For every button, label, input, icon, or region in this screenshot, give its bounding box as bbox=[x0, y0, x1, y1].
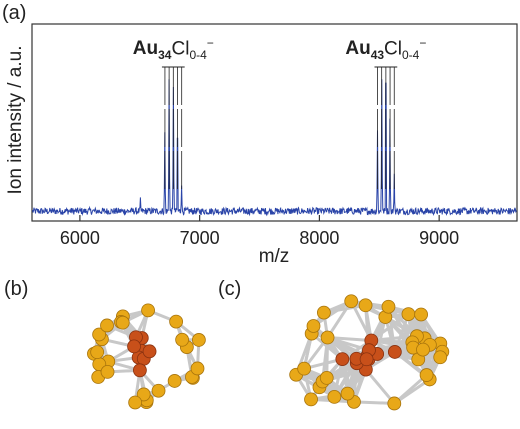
x-tick-label: 6000 bbox=[60, 228, 100, 248]
bond bbox=[332, 368, 368, 399]
x-axis-label: m/z bbox=[259, 246, 290, 267]
core-atom bbox=[359, 352, 374, 367]
bond bbox=[364, 368, 396, 405]
gold-atom bbox=[151, 383, 166, 398]
gold-atom bbox=[100, 318, 114, 333]
gold-atom bbox=[381, 299, 396, 314]
gold-atom bbox=[419, 368, 434, 382]
y-axis-label: Ion intensity / a.u. bbox=[5, 46, 26, 195]
bond bbox=[392, 377, 432, 405]
gold-atom bbox=[358, 298, 373, 313]
mass-spectrum-chart: 6000 7000 8000 9000 m/z Ion intensity / a.u… bbox=[5, 23, 518, 267]
gold-atom bbox=[416, 342, 430, 357]
gold-atom bbox=[319, 370, 334, 385]
cluster-atoms bbox=[87, 303, 206, 410]
gold-atom bbox=[414, 307, 428, 322]
bond bbox=[369, 312, 410, 342]
cluster-annotation: Au34Cl0-4− bbox=[132, 36, 214, 63]
gold-atom bbox=[433, 350, 448, 365]
core-atom bbox=[387, 345, 402, 359]
core-atom bbox=[132, 363, 147, 378]
x-axis-tick-labels: 6000 7000 8000 9000 bbox=[60, 228, 459, 248]
bond bbox=[322, 303, 368, 315]
gold-atom bbox=[340, 386, 355, 401]
gold-atom bbox=[115, 315, 130, 330]
gold-atom bbox=[304, 392, 318, 407]
gold-atom bbox=[169, 314, 184, 329]
plot-frame bbox=[31, 23, 518, 222]
gold-atom bbox=[167, 374, 182, 388]
au34-cluster-structure bbox=[87, 303, 206, 410]
spectrum-trace bbox=[32, 79, 517, 217]
core-atom bbox=[142, 344, 157, 359]
gold-atom bbox=[387, 396, 402, 411]
gold-atom bbox=[90, 345, 105, 360]
core-atom bbox=[335, 352, 350, 367]
bond bbox=[326, 336, 373, 342]
core-atom bbox=[127, 339, 141, 354]
gold-atom bbox=[92, 327, 107, 342]
gold-atom bbox=[136, 387, 151, 402]
gold-atom bbox=[141, 303, 155, 318]
x-tick-label: 7000 bbox=[180, 228, 220, 248]
panel-label-a: (a) bbox=[2, 2, 27, 24]
gold-atom bbox=[306, 319, 321, 333]
gold-atom bbox=[297, 361, 312, 376]
isotope-brackets bbox=[161, 66, 398, 192]
panel-label-c: (c) bbox=[218, 278, 242, 300]
x-axis-ticks bbox=[79, 215, 440, 221]
au43-cluster-structure bbox=[289, 294, 450, 411]
cluster-annotation: Au43Cl0-4− bbox=[345, 36, 427, 63]
gold-atom bbox=[100, 364, 115, 379]
gold-atom bbox=[190, 361, 205, 376]
gold-atom bbox=[191, 333, 206, 347]
gold-atom bbox=[327, 390, 342, 404]
gold-atom bbox=[175, 332, 190, 347]
panel-label-b: (b) bbox=[4, 278, 29, 300]
x-tick-label: 8000 bbox=[299, 228, 339, 248]
gold-atom bbox=[320, 330, 335, 345]
gold-atom bbox=[344, 294, 359, 309]
gold-atom bbox=[316, 305, 331, 320]
x-tick-label: 9000 bbox=[419, 228, 459, 248]
gold-atom bbox=[128, 395, 143, 410]
gold-atom bbox=[401, 307, 416, 322]
cluster-atoms bbox=[289, 294, 450, 411]
